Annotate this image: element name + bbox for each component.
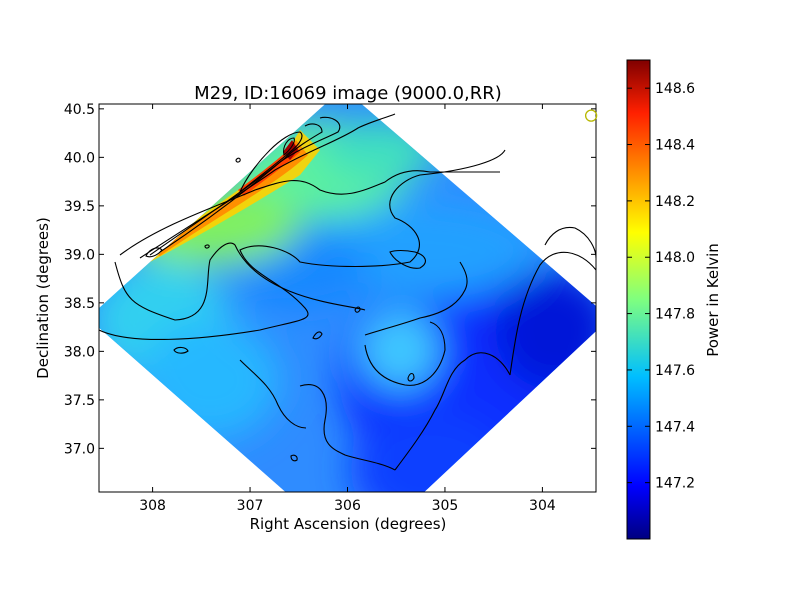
x-tick-label: 306 — [334, 498, 361, 514]
x-axis-label: Right Ascension (degrees) — [250, 515, 447, 533]
y-axis-label: Declination (degrees) — [34, 217, 52, 379]
y-tick-label: 38.5 — [64, 296, 95, 312]
x-tick-label: 304 — [529, 498, 556, 514]
colorbar-tick-label: 148.4 — [655, 138, 695, 154]
colorbar-label: Power in Kelvin — [704, 243, 722, 357]
x-tick-label: 307 — [237, 498, 264, 514]
y-tick-label: 40.5 — [64, 102, 95, 118]
colorbar-tick-label: 147.6 — [655, 363, 695, 379]
y-tick-label: 39.5 — [64, 199, 95, 215]
colorbar-tick-label: 147.8 — [655, 307, 695, 323]
colorbar-tick-label: 147.4 — [655, 419, 695, 435]
colorbar-ticks: 147.2 147.4 147.6 147.8 148.0 148.2 148.4 148.6 — [627, 81, 695, 492]
y-tick-label: 37.5 — [64, 393, 95, 409]
chart-title: M29, ID:16069 image (9000.0,RR) — [194, 83, 502, 104]
y-axis: 37.0 37.5 38.0 38.5 39.0 39.5 40.0 40.5 — [64, 102, 596, 457]
colorbar — [626, 59, 651, 540]
x-tick-label: 308 — [139, 498, 166, 514]
y-tick-label: 39.0 — [64, 247, 95, 263]
colorbar-tick-label: 148.6 — [655, 81, 695, 97]
x-axis: 308 307 306 305 304 — [139, 104, 556, 514]
y-tick-label: 37.0 — [64, 441, 95, 457]
colorbar-tick-label: 147.2 — [655, 476, 695, 492]
heatmap-image — [99, 104, 596, 492]
contour-lines — [99, 113, 596, 471]
beam-marker — [584, 109, 598, 122]
colorbar-tick-label: 148.2 — [655, 194, 695, 210]
y-tick-label: 40.0 — [64, 150, 95, 166]
y-tick-label: 38.0 — [64, 344, 95, 360]
colorbar-tick-label: 148.0 — [655, 250, 695, 266]
x-tick-label: 305 — [432, 498, 459, 514]
